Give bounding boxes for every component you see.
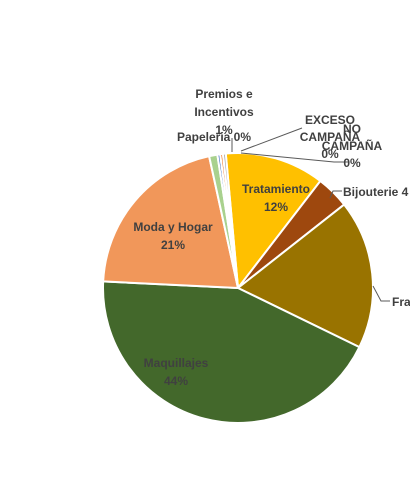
data-label-moda-y-hogar: Moda y Hogar 21% [133, 220, 213, 252]
leader-line-fra [372, 285, 390, 302]
data-label-tratamiento: Tratamiento 12% [242, 182, 310, 214]
pie-slice-maquillajes [102, 280, 361, 424]
data-label-bijouterie-4: Bijouterie 4 [343, 185, 409, 199]
data-label-premios-e-incentivos: Premios e Incentivos 1% [194, 87, 254, 137]
data-label-no-campana: NO CAMPAÑA 0% [322, 122, 383, 170]
pie-slice-tratamiento [224, 152, 322, 291]
leader-line-exceso-campana [240, 127, 303, 152]
pie-slice-moda-y-hogar [102, 154, 240, 290]
data-label-exceso-campana: EXCESO CAMPAÑA 0% [300, 113, 361, 161]
leader-line-bijouterie-4 [329, 190, 342, 199]
pie-slice-fra [236, 203, 374, 349]
data-label-maquillajes: Maquillajes 44% [144, 356, 209, 388]
data-label-papeleria: Papeleria 0% [177, 130, 251, 144]
data-label-fra: Fra [392, 295, 410, 309]
leader-line-no-campana [240, 152, 348, 163]
data-labels: Tratamiento 12% Bijouterie 4 Fra Maquillajes… [133, 87, 410, 388]
pie-slices [102, 152, 374, 424]
pie-slice-no-campana [221, 152, 239, 289]
leader-lines [231, 127, 390, 302]
